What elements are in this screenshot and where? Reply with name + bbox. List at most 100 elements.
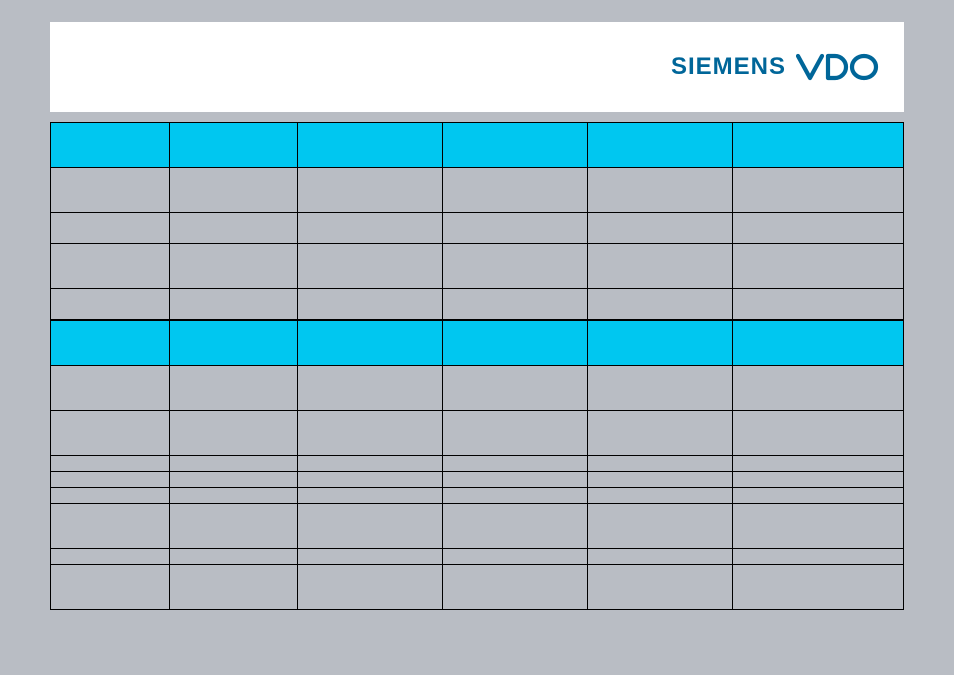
- table-row: [51, 472, 904, 488]
- table-row: [51, 488, 904, 504]
- table-cell: [51, 472, 170, 488]
- table-cell: [588, 366, 733, 411]
- table-row: [51, 456, 904, 472]
- table-cell: [733, 411, 904, 456]
- table-cell: [298, 504, 443, 549]
- table-cell: [588, 549, 733, 565]
- table-cell: [170, 456, 298, 472]
- table-cell: [733, 488, 904, 504]
- spacer: [50, 112, 904, 122]
- table-row: [51, 244, 904, 289]
- table-row: [51, 366, 904, 411]
- table-cell: [298, 456, 443, 472]
- vdo-wordmark: [796, 53, 880, 81]
- table-cell: [51, 504, 170, 549]
- data-table: [50, 122, 904, 320]
- table-cell: [443, 411, 588, 456]
- table-header-cell: [51, 123, 170, 168]
- table-cell: [443, 213, 588, 244]
- table-cell: [588, 504, 733, 549]
- brand-logo: SIEMENS: [671, 53, 880, 81]
- table-row: [51, 213, 904, 244]
- table-cell: [443, 244, 588, 289]
- table-cell: [51, 411, 170, 456]
- table-cell: [443, 549, 588, 565]
- table-cell: [588, 456, 733, 472]
- table-cell: [443, 456, 588, 472]
- table-cell: [443, 366, 588, 411]
- table-cell: [51, 244, 170, 289]
- table-header-cell: [298, 321, 443, 366]
- table-header-cell: [170, 123, 298, 168]
- table-cell: [170, 213, 298, 244]
- table-cell: [443, 504, 588, 549]
- table-cell: [588, 168, 733, 213]
- table-cell: [733, 504, 904, 549]
- table-cell: [733, 565, 904, 610]
- siemens-wordmark: SIEMENS: [671, 53, 786, 81]
- table-cell: [733, 244, 904, 289]
- table-header-row: [51, 123, 904, 168]
- table-cell: [588, 213, 733, 244]
- table-cell: [51, 456, 170, 472]
- table-cell: [733, 168, 904, 213]
- table-cell: [298, 289, 443, 320]
- table-cell: [443, 472, 588, 488]
- table-cell: [588, 289, 733, 320]
- table-cell: [51, 289, 170, 320]
- table-cell: [51, 213, 170, 244]
- table-cell: [51, 565, 170, 610]
- table-cell: [51, 366, 170, 411]
- table-cell: [51, 549, 170, 565]
- table-header-cell: [443, 321, 588, 366]
- table-header-cell: [733, 123, 904, 168]
- table-cell: [733, 289, 904, 320]
- table-cell: [170, 488, 298, 504]
- table-header-cell: [588, 321, 733, 366]
- table-row: [51, 504, 904, 549]
- table-header-cell: [443, 123, 588, 168]
- table-cell: [170, 411, 298, 456]
- slide-page: SIEMENS: [0, 0, 954, 675]
- table-cell: [733, 549, 904, 565]
- table-cell: [170, 168, 298, 213]
- table-cell: [733, 213, 904, 244]
- table-cell: [443, 168, 588, 213]
- table-cell: [298, 488, 443, 504]
- table-row: [51, 289, 904, 320]
- table-header-cell: [298, 123, 443, 168]
- table-cell: [733, 472, 904, 488]
- tables-container: [50, 122, 904, 610]
- table-cell: [170, 472, 298, 488]
- table-cell: [170, 549, 298, 565]
- table-row: [51, 549, 904, 565]
- table-cell: [443, 488, 588, 504]
- table-cell: [588, 565, 733, 610]
- table-cell: [170, 289, 298, 320]
- table-cell: [733, 456, 904, 472]
- data-table: [50, 320, 904, 610]
- table-cell: [298, 168, 443, 213]
- table-cell: [298, 411, 443, 456]
- table-cell: [588, 411, 733, 456]
- table-cell: [170, 366, 298, 411]
- table-cell: [588, 488, 733, 504]
- table-cell: [51, 488, 170, 504]
- table-header-row: [51, 321, 904, 366]
- table-cell: [170, 504, 298, 549]
- vdo-icon: [796, 53, 880, 81]
- table-cell: [733, 366, 904, 411]
- table-header-cell: [51, 321, 170, 366]
- table-cell: [298, 565, 443, 610]
- table-cell: [443, 565, 588, 610]
- table-cell: [298, 549, 443, 565]
- table-row: [51, 168, 904, 213]
- slide-header: SIEMENS: [50, 22, 904, 112]
- table-header-cell: [588, 123, 733, 168]
- table-header-cell: [170, 321, 298, 366]
- table-row: [51, 411, 904, 456]
- table-row: [51, 565, 904, 610]
- table-header-cell: [733, 321, 904, 366]
- table-cell: [298, 366, 443, 411]
- table-cell: [298, 244, 443, 289]
